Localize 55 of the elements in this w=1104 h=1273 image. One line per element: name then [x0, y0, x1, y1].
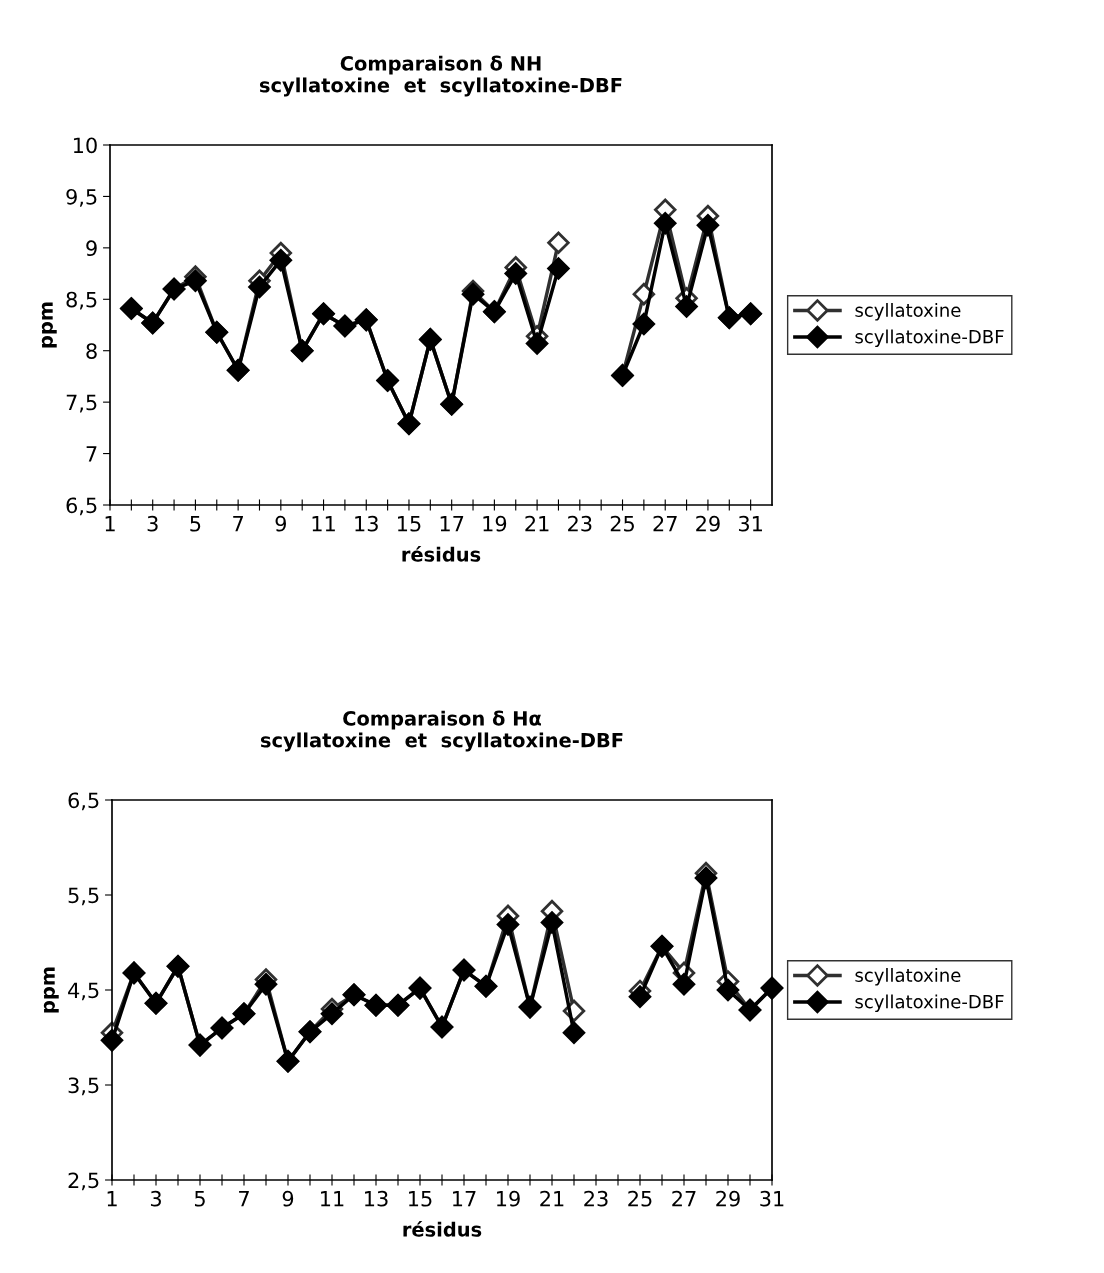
legend-label: scyllatoxine-DBF: [855, 329, 1004, 347]
y-tick-label: 5,5: [68, 887, 99, 906]
x-axis-title: résidus: [403, 1220, 482, 1237]
y-tick-label: 7,5: [66, 394, 97, 413]
x-tick-label: 11: [321, 1191, 344, 1207]
x-tick-label: 19: [483, 515, 507, 532]
x-tick-label: 25: [628, 1190, 652, 1207]
legend-label: scyllatoxine-DBF: [855, 994, 1004, 1012]
x-tick-label: 23: [584, 1190, 608, 1207]
x-tick-label: 15: [409, 1191, 432, 1207]
x-tick-label: 3: [147, 515, 158, 532]
x-tick-label: 13: [355, 515, 378, 532]
x-tick-label: 9: [275, 515, 286, 532]
y-axis-title: ppm: [41, 302, 57, 348]
chart-title: Comparaison δ NH scyllatoxine et scyllatoxine-DBF: [259, 55, 622, 97]
y-tick-label: 9: [86, 240, 97, 257]
x-tick-label: 29: [716, 1190, 740, 1207]
x-tick-label: 23: [568, 515, 592, 532]
y-tick-label: 10: [73, 137, 97, 154]
x-tick-label: 7: [239, 1191, 249, 1207]
y-tick-label: 6,5: [68, 792, 99, 811]
x-tick-label: 3: [150, 1190, 161, 1207]
x-tick-label: 1: [105, 516, 115, 532]
legend-label: scyllatoxine: [855, 968, 961, 986]
y-tick-label: 6,5: [66, 497, 97, 516]
x-tick-label: 15: [398, 516, 421, 532]
x-tick-label: 31: [738, 515, 762, 532]
x-tick-label: 1: [107, 1191, 117, 1207]
x-tick-label: 27: [653, 515, 677, 532]
y-tick-label: 8: [86, 343, 97, 359]
x-tick-label: 17: [453, 1191, 476, 1207]
y-tick-label: 7: [86, 446, 97, 462]
x-tick-label: 19: [497, 1190, 520, 1207]
x-tick-label: 7: [233, 516, 243, 532]
x-tick-label: 9: [282, 1190, 294, 1207]
y-tick-label: 9,5: [66, 188, 97, 207]
x-axis-title: résidus: [402, 545, 481, 562]
y-tick-label: 3,5: [68, 1077, 99, 1096]
y-tick-label: 8,5: [66, 291, 97, 310]
x-tick-label: 31: [760, 1190, 784, 1207]
y-tick-label: 2,5: [68, 1172, 99, 1191]
chart-title: Comparaison δ Hα scyllatoxine et scyllatoxine-DBF: [260, 710, 623, 752]
legend-label: scyllatoxine: [855, 303, 961, 321]
x-tick-label: 25: [610, 515, 634, 532]
x-tick-label: 5: [190, 516, 201, 532]
x-tick-label: 13: [365, 1190, 388, 1207]
x-tick-label: 21: [540, 1190, 564, 1207]
y-axis-title: ppm: [43, 967, 59, 1013]
x-tick-label: 21: [525, 515, 549, 532]
x-tick-label: 11: [312, 516, 335, 532]
y-tick-label: 4,5: [68, 982, 99, 1001]
x-tick-label: 17: [440, 516, 464, 532]
x-tick-label: 5: [194, 1191, 205, 1207]
x-tick-label: 27: [672, 1190, 696, 1207]
x-tick-label: 29: [696, 515, 720, 532]
